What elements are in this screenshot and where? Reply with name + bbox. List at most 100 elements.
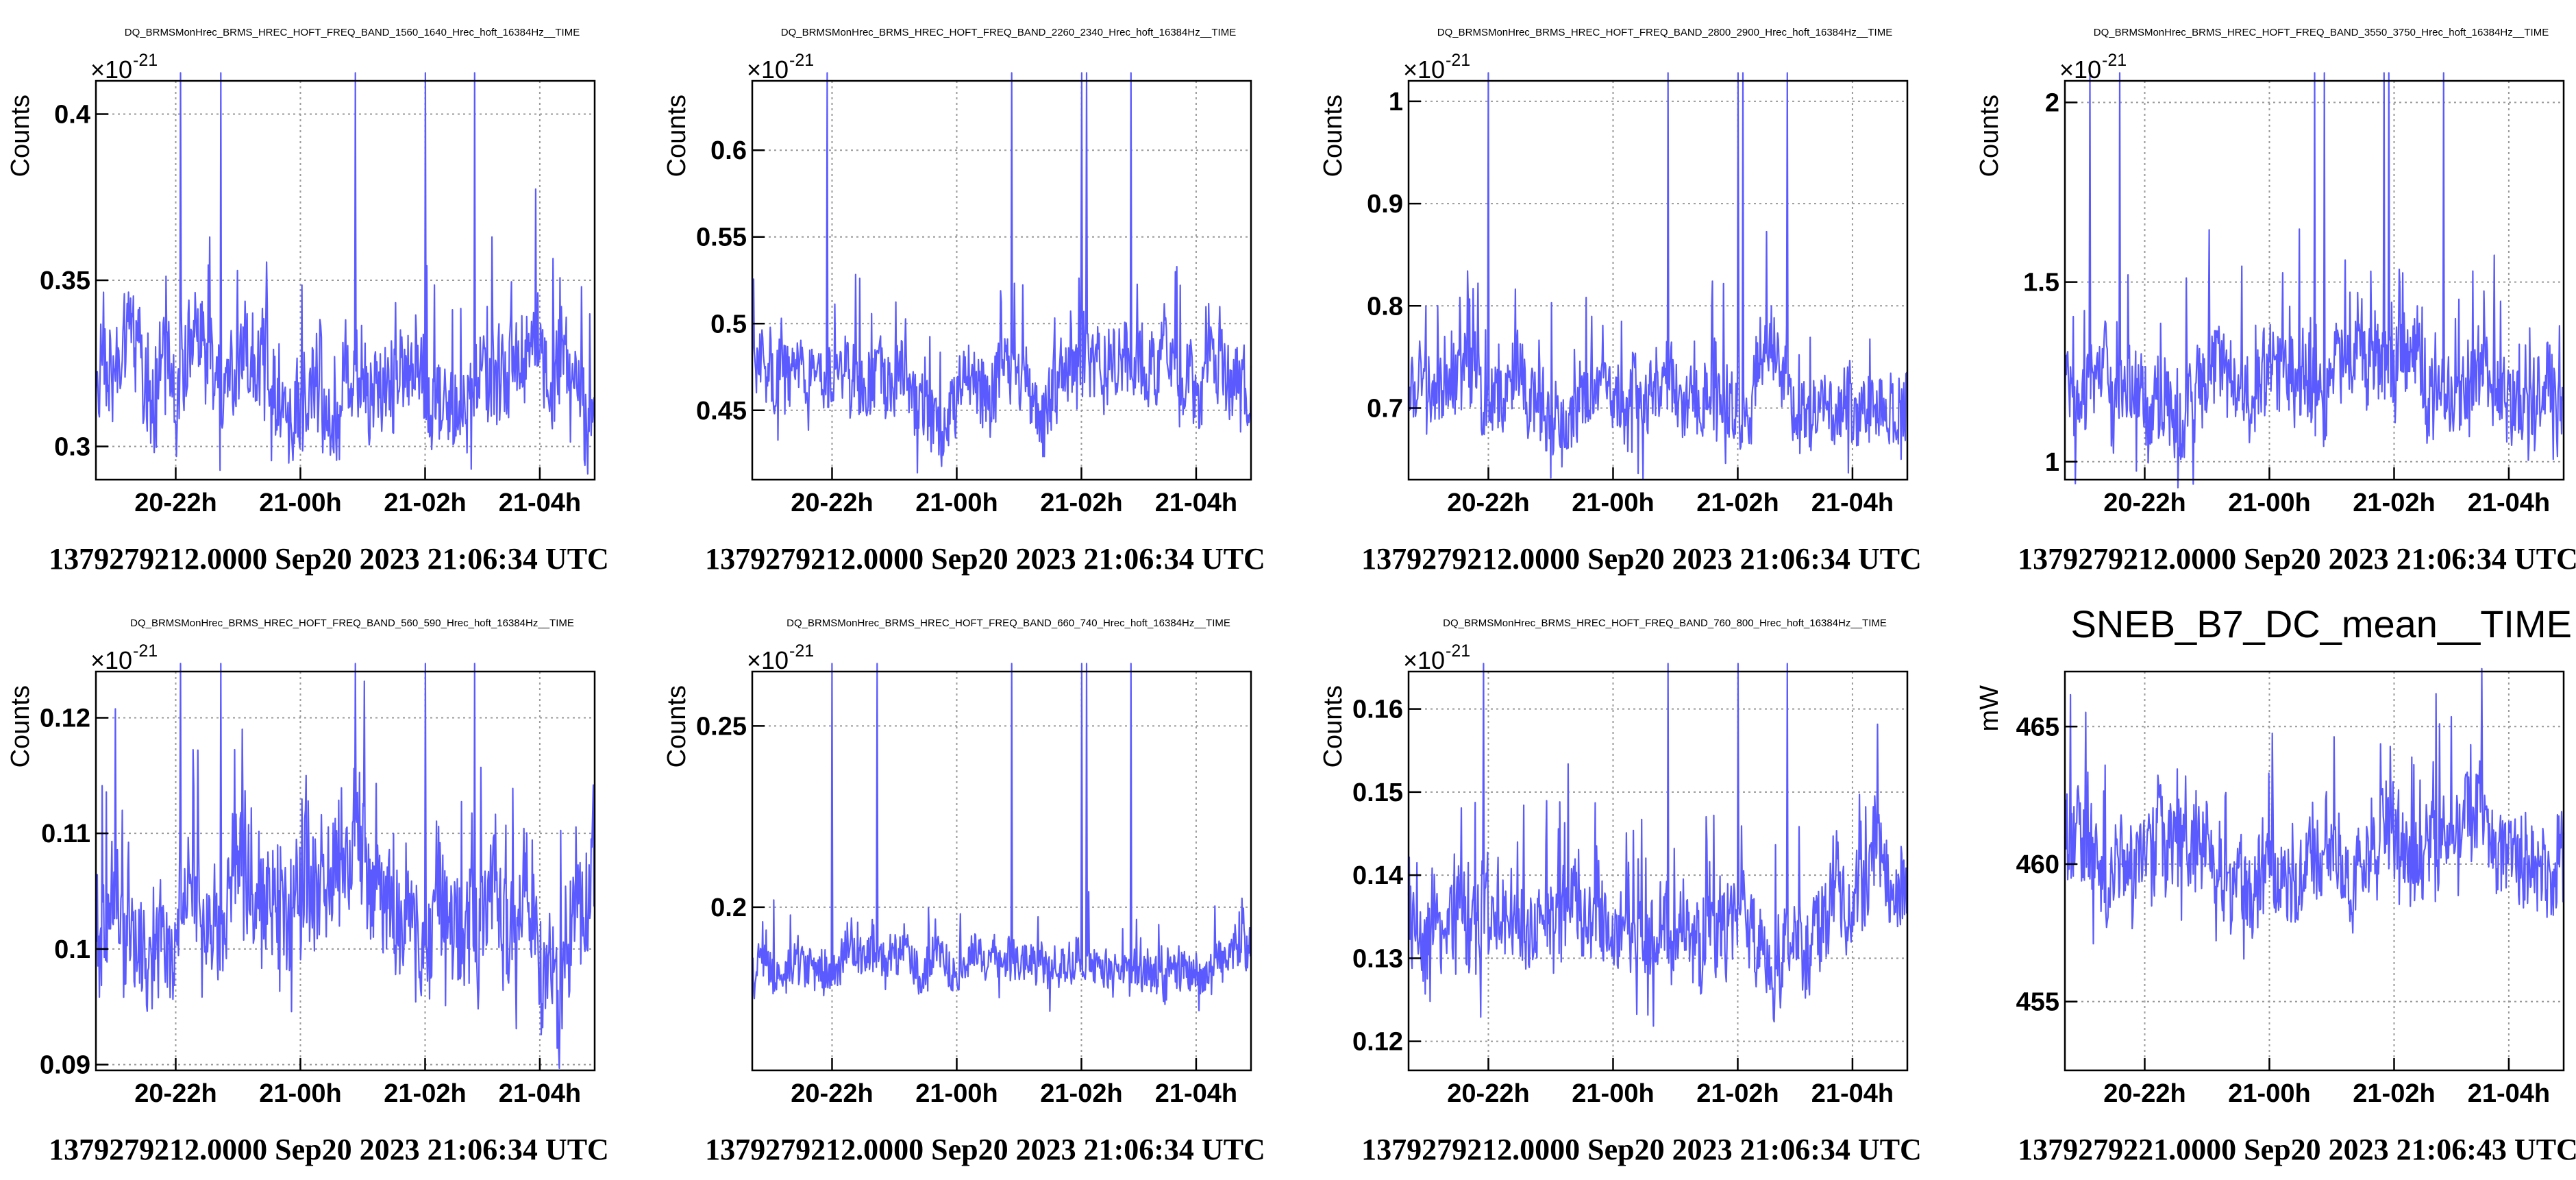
chart-panel: DQ_BRMSMonHrec_BRMS_HREC_HOFT_FREQ_BAND_… [0, 591, 644, 1180]
chart-svg: DQ_BRMSMonHrec_BRMS_HREC_HOFT_FREQ_BAND_… [1319, 27, 1909, 517]
x-tick-label: 21-00h [259, 1079, 341, 1108]
x-tick-label: 21-02h [1040, 489, 1122, 517]
timestamp-footer: 1379279212.0000 Sep20 2023 21:06:34 UTC [705, 542, 1265, 576]
x-tick-label: 20-22h [134, 489, 216, 517]
chart-title: DQ_BRMSMonHrec_BRMS_HREC_HOFT_FREQ_BAND_… [1437, 27, 1892, 38]
y-exponent-power: -21 [789, 641, 814, 661]
x-tick-label: 21-02h [1696, 1079, 1779, 1108]
y-exponent-power: -21 [133, 51, 158, 70]
y-tick-label: 0.2 [710, 894, 747, 922]
y-tick-label: 1 [1389, 88, 1403, 116]
plot-frame [2064, 670, 2565, 1072]
x-tick-label: 20-22h [134, 1079, 216, 1108]
y-exponent-power: -21 [133, 641, 158, 661]
y-exponent-power: -21 [1446, 641, 1470, 661]
series-line [2064, 667, 2565, 960]
y-tick-label: 0.25 [696, 712, 747, 741]
x-tick-label: 21-00h [915, 1079, 998, 1108]
timestamp-footer: 1379279212.0000 Sep20 2023 21:06:34 UTC [49, 542, 609, 576]
y-exponent: ×10 [1403, 56, 1445, 84]
series-line [1407, 72, 1908, 480]
x-tick-label: 21-04h [1155, 489, 1237, 517]
y-tick-label: 0.1 [54, 935, 90, 964]
chart-title: DQ_BRMSMonHrec_BRMS_HREC_HOFT_FREQ_BAND_… [787, 617, 1230, 629]
chart-panel: DQ_BRMSMonHrec_BRMS_HREC_HOFT_FREQ_BAND_… [656, 0, 1300, 589]
chart-panel: DQ_BRMSMonHrec_BRMS_HREC_HOFT_FREQ_BAND_… [0, 0, 644, 589]
y-tick-label: 0.16 [1352, 696, 1403, 724]
x-tick-label: 21-04h [2468, 1079, 2550, 1108]
chart-title: DQ_BRMSMonHrec_BRMS_HREC_HOFT_FREQ_BAND_… [1443, 617, 1887, 629]
x-tick-label: 20-22h [1447, 1079, 1529, 1108]
x-tick-label: 21-02h [2353, 1079, 2435, 1108]
chart-svg: DQ_BRMSMonHrec_BRMS_HREC_HOFT_FREQ_BAND_… [1319, 617, 1909, 1108]
chart-panel: DQ_BRMSMonHrec_BRMS_HREC_HOFT_FREQ_BAND_… [1313, 0, 1957, 589]
y-tick-label: 2 [2045, 88, 2059, 117]
x-tick-label: 21-00h [2228, 1079, 2310, 1108]
x-tick-label: 21-02h [1696, 489, 1779, 517]
y-tick-label: 0.6 [710, 136, 747, 165]
x-tick-label: 21-04h [1811, 1079, 1894, 1108]
x-tick-label: 21-02h [384, 1079, 466, 1108]
y-tick-label: 0.4 [54, 101, 90, 130]
y-tick-label: 0.12 [40, 704, 90, 733]
y-exponent: ×10 [90, 56, 132, 84]
x-tick-label: 21-02h [384, 489, 466, 517]
x-tick-label: 21-02h [2353, 489, 2435, 517]
chart-title: DQ_BRMSMonHrec_BRMS_HREC_HOFT_FREQ_BAND_… [2094, 27, 2549, 38]
y-tick-label: 465 [2016, 713, 2059, 741]
x-tick-label: 21-00h [1572, 489, 1654, 517]
x-tick-label: 21-02h [1040, 1079, 1122, 1108]
timestamp-footer: 1379279212.0000 Sep20 2023 21:06:34 UTC [2018, 542, 2576, 576]
y-tick-label: 455 [2016, 988, 2059, 1017]
x-tick-label: 21-04h [1811, 489, 1894, 517]
y-exponent: ×10 [747, 646, 789, 674]
chart-title: DQ_BRMSMonHrec_BRMS_HREC_HOFT_FREQ_BAND_… [125, 27, 580, 38]
timestamp-footer: 1379279221.0000 Sep20 2023 21:06:43 UTC [2018, 1133, 2576, 1166]
timestamp-footer: 1379279212.0000 Sep20 2023 21:06:34 UTC [1361, 1133, 1922, 1166]
x-tick-label: 20-22h [791, 1079, 873, 1108]
y-tick-label: 0.55 [696, 223, 747, 252]
x-tick-label: 21-04h [499, 1079, 581, 1108]
y-axis-label: Counts [1975, 95, 2004, 177]
x-tick-label: 20-22h [791, 489, 873, 517]
y-axis-label: Counts [662, 95, 691, 177]
x-tick-label: 20-22h [2103, 489, 2185, 517]
y-axis-label: Counts [6, 95, 35, 177]
chart-svg: DQ_BRMSMonHrec_BRMS_HREC_HOFT_FREQ_BAND_… [6, 617, 596, 1108]
plot-frame [95, 670, 596, 1072]
y-tick-label: 460 [2016, 850, 2059, 879]
y-tick-label: 0.09 [40, 1051, 90, 1080]
x-tick-label: 20-22h [2103, 1079, 2185, 1108]
plot-frame [751, 79, 1252, 481]
x-tick-label: 21-00h [915, 489, 998, 517]
y-tick-label: 0.13 [1352, 944, 1403, 973]
series-line [95, 663, 596, 1070]
y-axis-label: Counts [662, 685, 691, 767]
y-tick-label: 0.11 [41, 820, 90, 848]
x-tick-label: 21-00h [1572, 1079, 1654, 1108]
y-tick-label: 0.9 [1367, 190, 1403, 219]
series-line [1407, 663, 1909, 1027]
chart-panel: SNEB_B7_DC_mean__TIME 455 460 465 20-22h 21-0… [1969, 591, 2576, 1180]
y-tick-label: 0.15 [1352, 778, 1403, 807]
y-tick-label: 0.45 [696, 397, 747, 426]
y-tick-label: 0.12 [1352, 1028, 1403, 1057]
y-axis-label: Counts [1319, 685, 1348, 767]
timestamp-footer: 1379279212.0000 Sep20 2023 21:06:34 UTC [1361, 542, 1922, 576]
timestamp-footer: 1379279212.0000 Sep20 2023 21:06:34 UTC [49, 1133, 609, 1166]
chart-title: DQ_BRMSMonHrec_BRMS_HREC_HOFT_FREQ_BAND_… [130, 617, 574, 629]
x-tick-label: 21-04h [1155, 1079, 1237, 1108]
series-line [751, 72, 1252, 474]
y-axis-label: mW [1975, 685, 2004, 732]
x-tick-label: 21-00h [2228, 489, 2310, 517]
series-line [2064, 72, 2565, 489]
series-line [751, 663, 1252, 1012]
y-tick-label: 0.3 [54, 433, 90, 462]
chart-panel: DQ_BRMSMonHrec_BRMS_HREC_HOFT_FREQ_BAND_… [1313, 591, 1957, 1180]
y-tick-label: 1.5 [2023, 269, 2059, 297]
y-tick-label: 0.8 [1367, 292, 1403, 321]
x-tick-label: 21-00h [259, 489, 341, 517]
y-exponent-power: -21 [2102, 51, 2127, 70]
timestamp-footer: 1379279212.0000 Sep20 2023 21:06:34 UTC [705, 1133, 1265, 1166]
